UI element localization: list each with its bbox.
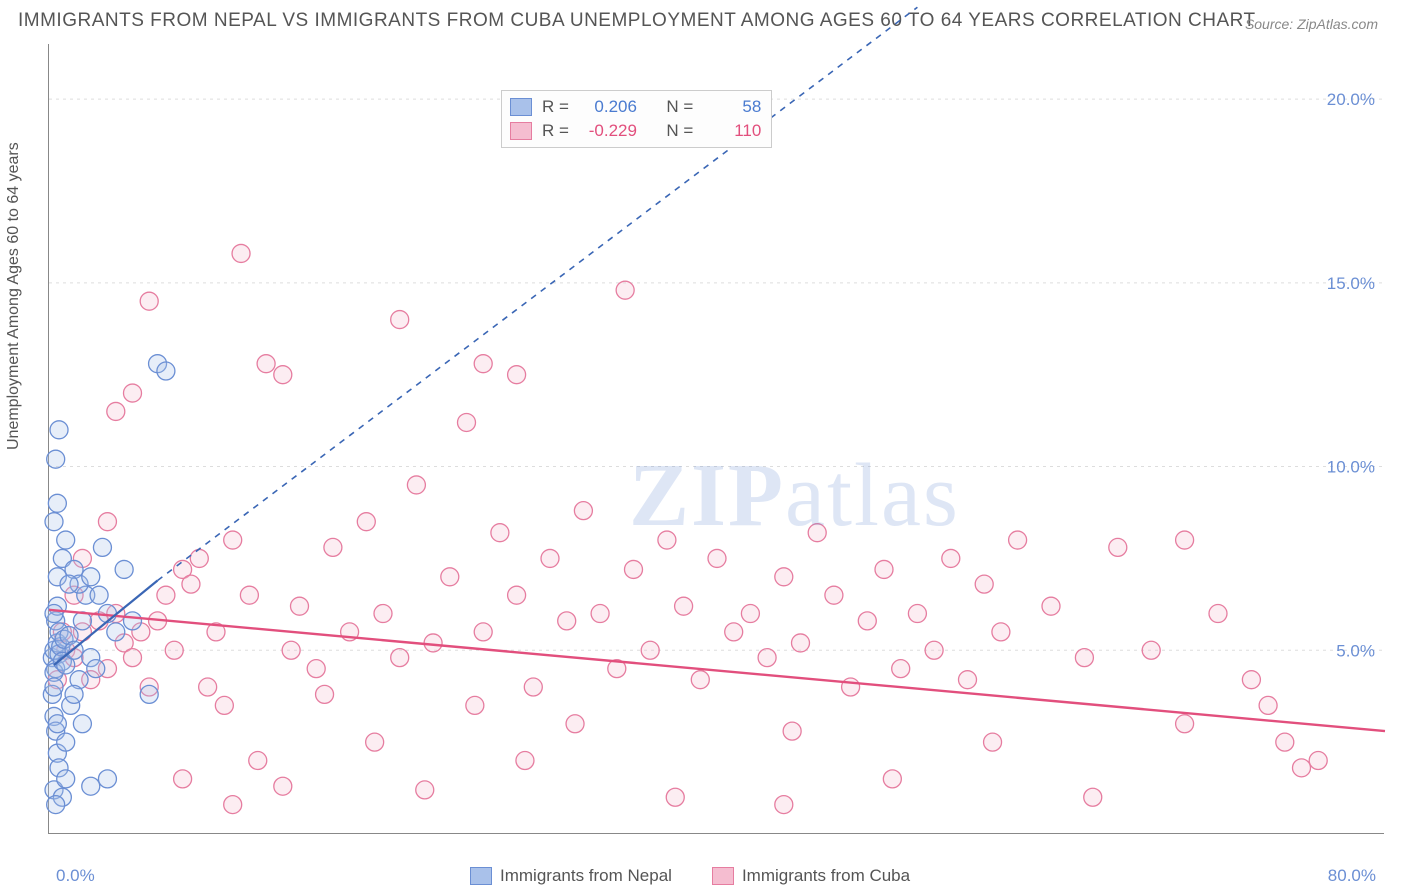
swatch-cuba-bottom	[712, 867, 734, 885]
legend-item-nepal: Immigrants from Nepal	[470, 866, 672, 886]
chart-svg: 5.0% 10.0% 15.0% 20.0%	[49, 44, 1384, 833]
stats-row-nepal: R = 0.206 N = 58	[510, 95, 761, 119]
svg-text:10.0%: 10.0%	[1327, 458, 1375, 477]
swatch-nepal	[510, 98, 532, 116]
r-label: R =	[542, 119, 569, 143]
n-label: N =	[666, 95, 693, 119]
nepal-n-value: 58	[703, 95, 761, 119]
stats-row-cuba: R = -0.229 N = 110	[510, 119, 761, 143]
swatch-nepal-bottom	[470, 867, 492, 885]
cuba-n-value: 110	[703, 119, 761, 143]
r-label: R =	[542, 95, 569, 119]
svg-text:20.0%: 20.0%	[1327, 90, 1375, 109]
source-attribution: Source: ZipAtlas.com	[1245, 16, 1378, 32]
nepal-r-value: 0.206	[579, 95, 637, 119]
x-tick-min: 0.0%	[56, 866, 95, 886]
legend-item-cuba: Immigrants from Cuba	[712, 866, 910, 886]
legend-label-nepal: Immigrants from Nepal	[500, 866, 672, 886]
svg-text:15.0%: 15.0%	[1327, 274, 1375, 293]
svg-text:5.0%: 5.0%	[1336, 641, 1375, 660]
cuba-r-value: -0.229	[579, 119, 637, 143]
y-axis-label: Unemployment Among Ages 60 to 64 years	[5, 142, 23, 450]
n-label: N =	[666, 119, 693, 143]
swatch-cuba	[510, 122, 532, 140]
stats-legend: R = 0.206 N = 58 R = -0.229 N = 110	[501, 90, 772, 148]
series-legend: Immigrants from Nepal Immigrants from Cu…	[470, 866, 910, 886]
x-tick-max: 80.0%	[1328, 866, 1376, 886]
chart-title: IMMIGRANTS FROM NEPAL VS IMMIGRANTS FROM…	[18, 10, 1256, 32]
legend-label-cuba: Immigrants from Cuba	[742, 866, 910, 886]
plot-area: 5.0%10.0%15.0%20.0% ZIPatlas R = 0.206 N…	[48, 44, 1384, 834]
